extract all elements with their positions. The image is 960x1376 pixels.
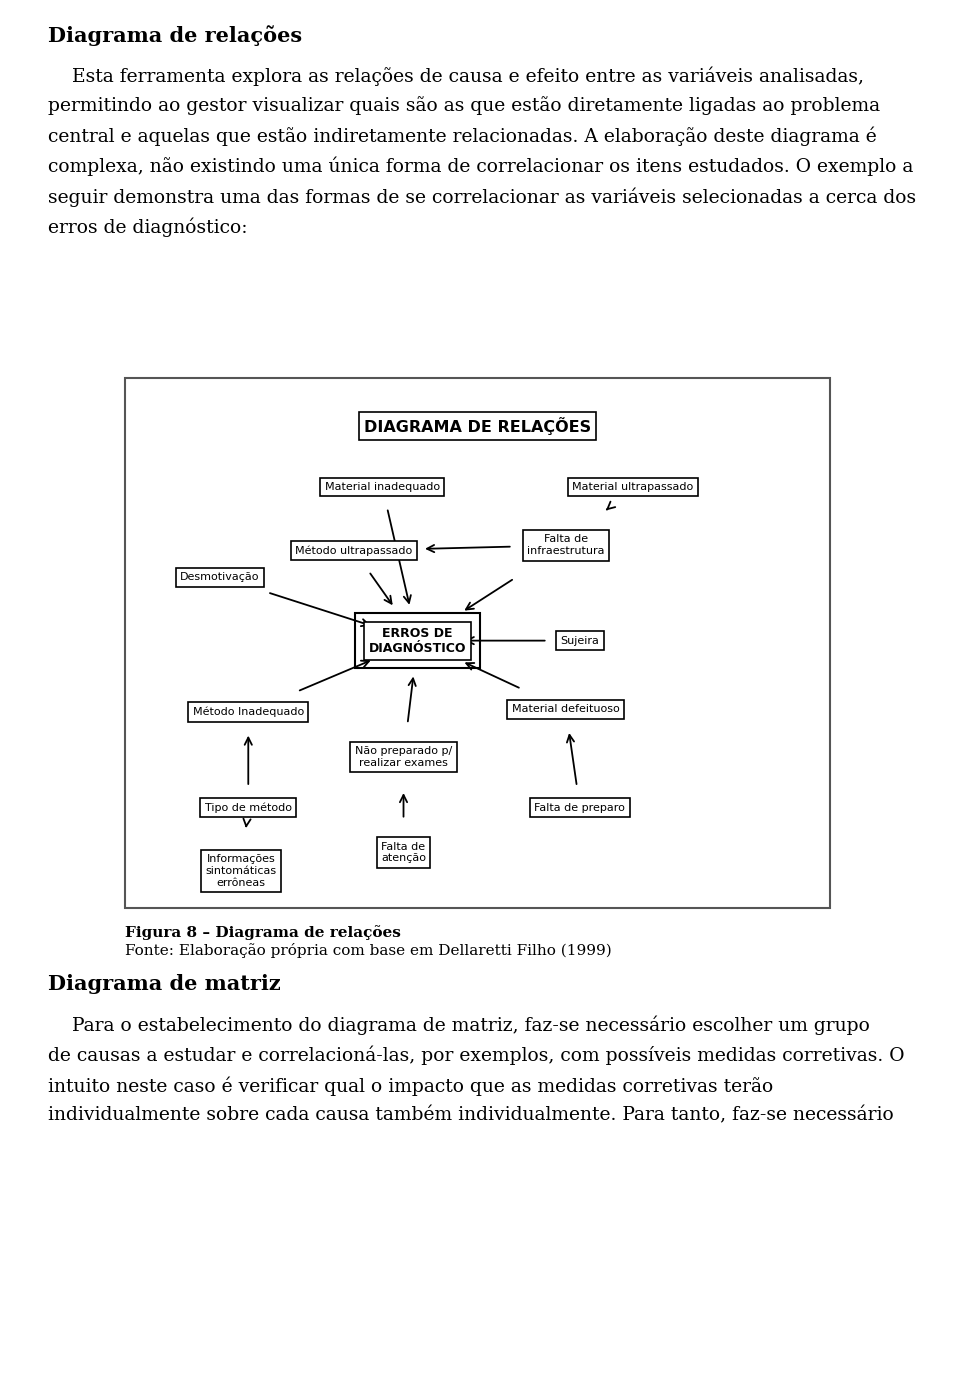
Text: Não preparado p/
realizar exames: Não preparado p/ realizar exames	[355, 746, 452, 768]
Text: Método ultrapassado: Método ultrapassado	[296, 545, 413, 556]
Text: Para o estabelecimento do diagrama de matriz, faz-se necessário escolher um grup: Para o estabelecimento do diagrama de ma…	[48, 1015, 870, 1035]
Text: Diagrama de relações: Diagrama de relações	[48, 25, 302, 45]
Text: Falta de preparo: Falta de preparo	[535, 802, 625, 812]
Text: ERROS DE
DIAGNÓSTICO: ERROS DE DIAGNÓSTICO	[369, 626, 467, 655]
Text: Figura 8 – Diagrama de relações: Figura 8 – Diagrama de relações	[125, 925, 400, 940]
Text: Material defeituoso: Material defeituoso	[512, 705, 619, 714]
Text: complexa, não existindo uma única forma de correlacionar os itens estudados. O e: complexa, não existindo uma única forma …	[48, 157, 913, 176]
Text: Falta de
infraestrutura: Falta de infraestrutura	[527, 534, 605, 556]
Text: Informações
sintomáticas
errôneas: Informações sintomáticas errôneas	[205, 854, 276, 888]
Text: permitindo ao gestor visualizar quais são as que estão diretamente ligadas ao pr: permitindo ao gestor visualizar quais sã…	[48, 96, 880, 116]
Text: intuito neste caso é verificar qual o impacto que as medidas corretivas terão: intuito neste caso é verificar qual o im…	[48, 1076, 773, 1095]
Text: Material ultrapassado: Material ultrapassado	[572, 482, 693, 493]
Text: Falta de
atenção: Falta de atenção	[381, 842, 426, 863]
Text: ERROS DE
DIAGNÓSTICO: ERROS DE DIAGNÓSTICO	[369, 626, 467, 655]
Text: Diagrama de matriz: Diagrama de matriz	[48, 974, 280, 995]
Text: de causas a estudar e correlacioná-las, por exemplos, com possíveis medidas corr: de causas a estudar e correlacioná-las, …	[48, 1046, 904, 1065]
Text: Material inadequado: Material inadequado	[324, 482, 440, 493]
Text: Tipo de método: Tipo de método	[204, 802, 292, 813]
Text: Desmotivação: Desmotivação	[180, 572, 260, 582]
Text: central e aquelas que estão indiretamente relacionadas. A elaboração deste diagr: central e aquelas que estão indiretament…	[48, 127, 876, 146]
Text: Esta ferramenta explora as relações de causa e efeito entre as variáveis analisa: Esta ferramenta explora as relações de c…	[48, 66, 864, 85]
Text: individualmente sobre cada causa também individualmente. Para tanto, faz-se nece: individualmente sobre cada causa também …	[48, 1106, 894, 1124]
Text: seguir demonstra uma das formas de se correlacionar as variáveis selecionadas a : seguir demonstra uma das formas de se co…	[48, 187, 916, 206]
Text: Sujeira: Sujeira	[561, 636, 599, 645]
Bar	[125, 378, 830, 908]
Text: erros de diagnóstico:: erros de diagnóstico:	[48, 217, 248, 237]
Text: DIAGRAMA DE RELAÇÕES: DIAGRAMA DE RELAÇÕES	[364, 417, 591, 435]
Text: Fonte: Elaboração própria com base em Dellaretti Filho (1999): Fonte: Elaboração própria com base em De…	[125, 943, 612, 958]
Text: Método Inadequado: Método Inadequado	[193, 707, 304, 717]
